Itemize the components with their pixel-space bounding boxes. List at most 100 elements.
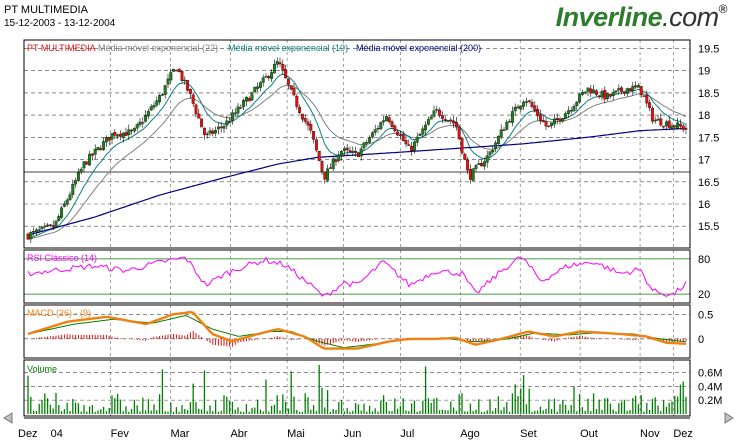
candle-body xyxy=(88,153,92,166)
legend-ema200: Média móvel exponencial (200) xyxy=(356,43,481,53)
candle-body xyxy=(384,116,388,122)
candle-body xyxy=(264,76,268,78)
price-tick-label: 18.5 xyxy=(698,88,719,100)
candle-body xyxy=(256,86,260,89)
candle-body xyxy=(163,85,167,95)
candle-body xyxy=(124,132,128,136)
panel-frame-macd xyxy=(23,304,691,359)
candle-body xyxy=(54,220,58,227)
candle-body xyxy=(107,137,111,141)
candle-body xyxy=(589,88,593,94)
candle-body xyxy=(538,114,542,121)
candle-body xyxy=(606,93,610,99)
candle-body xyxy=(468,169,472,180)
volume-tick-label: 0.6M xyxy=(698,367,722,379)
candle-body xyxy=(180,71,184,81)
volume-panel-title: Volume xyxy=(27,364,57,374)
candle-body xyxy=(670,125,674,129)
candle-body xyxy=(393,125,397,132)
candle-body xyxy=(681,125,685,130)
candle-body xyxy=(387,117,391,123)
candle-body xyxy=(435,109,439,111)
instrument-name: PT MULTIMEDIA xyxy=(4,4,88,16)
x-tick-label: Nov xyxy=(640,428,660,440)
candle-body xyxy=(211,130,215,134)
candle-body xyxy=(536,109,540,116)
x-tick-label: Mar xyxy=(171,428,190,440)
candle-body xyxy=(438,109,442,116)
candle-body xyxy=(634,85,638,88)
ema10-line xyxy=(27,73,687,240)
candle-body xyxy=(286,78,290,85)
candle-body xyxy=(183,79,187,82)
candle-body xyxy=(474,165,478,170)
candle-body xyxy=(614,90,618,93)
candle-body xyxy=(326,168,330,181)
candle-body xyxy=(74,180,78,185)
candle-body xyxy=(141,122,145,124)
x-tick-label: Dez xyxy=(673,428,693,440)
volume-tick-label: 0.2M xyxy=(698,395,722,407)
candle-body xyxy=(43,225,47,228)
candle-body xyxy=(155,100,159,106)
panel-frame-price xyxy=(23,39,691,249)
candle-body xyxy=(60,207,64,218)
x-tick-label: 04 xyxy=(51,428,63,440)
candle-body xyxy=(317,151,321,161)
candle-body xyxy=(594,90,598,95)
candle-body xyxy=(648,102,652,108)
price-tick-label: 15.5 xyxy=(698,221,719,233)
candle-body xyxy=(177,68,181,72)
candle-body xyxy=(625,88,629,94)
candle-body xyxy=(586,87,590,92)
candle-body xyxy=(222,125,226,129)
candle-body xyxy=(230,112,234,121)
candle-body xyxy=(37,229,41,232)
scroll-right-icon xyxy=(724,412,734,424)
candle-body xyxy=(216,126,220,130)
candle-body xyxy=(505,121,509,130)
candle-body xyxy=(205,133,209,136)
volume-bars xyxy=(27,364,687,414)
candle-body xyxy=(662,125,666,128)
macd-line xyxy=(27,310,687,350)
candle-body xyxy=(138,121,142,126)
candle-body xyxy=(158,95,162,103)
candle-body xyxy=(440,115,444,119)
candle-body xyxy=(191,94,195,104)
candle-body xyxy=(130,129,134,132)
x-tick-label: Jun xyxy=(344,428,362,440)
candle-body xyxy=(96,146,100,150)
candle-body xyxy=(314,139,318,151)
candle-body xyxy=(516,106,520,109)
ema22-line xyxy=(27,84,687,240)
candle-body xyxy=(530,101,534,107)
candle-body xyxy=(569,110,573,112)
candle-body xyxy=(306,121,310,126)
candle-body xyxy=(113,132,117,136)
candle-body xyxy=(429,116,433,120)
candle-body xyxy=(418,134,422,136)
candle-body xyxy=(188,89,192,94)
candle-body xyxy=(673,125,677,128)
candle-body xyxy=(110,133,114,140)
candle-body xyxy=(328,167,332,169)
candle-body xyxy=(519,105,523,110)
candle-body xyxy=(40,226,44,230)
candle-body xyxy=(477,163,481,166)
candle-body xyxy=(424,124,428,131)
panel-frame-rsi xyxy=(23,249,691,304)
candle-body xyxy=(653,119,657,122)
candle-body xyxy=(132,128,136,132)
candle-body xyxy=(236,106,240,114)
candle-body xyxy=(608,94,612,97)
scroll-left-icon xyxy=(3,412,13,424)
candles xyxy=(26,57,688,244)
candle-body xyxy=(457,126,461,140)
price-panel-title: PT MULTIMEDIA xyxy=(27,43,96,53)
candle-body xyxy=(65,199,69,205)
candle-body xyxy=(482,161,486,167)
candle-body xyxy=(368,137,372,143)
candle-body xyxy=(284,69,288,78)
candle-body xyxy=(174,69,178,72)
